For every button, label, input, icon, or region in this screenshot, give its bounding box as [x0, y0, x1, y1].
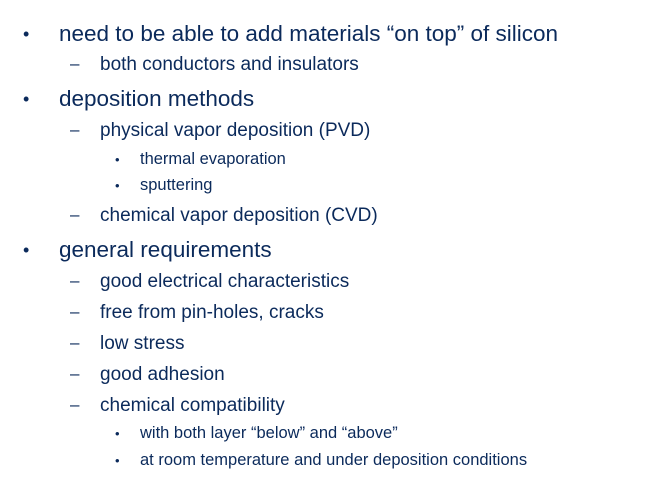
dash-marker: –: [70, 395, 80, 414]
sub-bullet-text: good adhesion: [100, 364, 225, 385]
sub-bullet-item: – chemical compatibility: [70, 395, 285, 417]
sub-sub-bullet-text: thermal evaporation: [140, 150, 286, 168]
dash-marker: –: [70, 364, 80, 383]
bullet-item: • need to be able to add materials “on t…: [23, 21, 559, 47]
sub-sub-bullet-item: • sputtering: [115, 176, 213, 195]
sub-bullet-item: – both conductors and insulators: [70, 54, 359, 76]
sub-bullet-item: – physical vapor deposition (PVD): [70, 120, 371, 142]
dash-marker: –: [70, 271, 80, 290]
bullet-marker: •: [23, 89, 30, 109]
sub-bullet-item: – good adhesion: [70, 364, 225, 386]
bullet-marker: •: [23, 24, 30, 44]
sub-bullet-text: good electrical characteristics: [100, 271, 350, 292]
bullet-text: general requirements: [59, 237, 272, 262]
sub-bullet-item: – chemical vapor deposition (CVD): [70, 205, 378, 227]
dot-marker: •: [115, 178, 120, 193]
bullet-text: need to be able to add materials “on top…: [59, 21, 559, 46]
sub-bullet-item: – free from pin-holes, cracks: [70, 302, 324, 324]
dash-marker: –: [70, 333, 80, 352]
bullet-marker: •: [23, 240, 30, 260]
sub-sub-bullet-item: • thermal evaporation: [115, 150, 286, 169]
sub-bullet-item: – good electrical characteristics: [70, 271, 350, 293]
dash-marker: –: [70, 54, 80, 73]
sub-bullet-item: – low stress: [70, 333, 185, 355]
sub-bullet-text: low stress: [100, 333, 185, 354]
sub-sub-bullet-text: with both layer “below” and “above”: [140, 424, 398, 442]
bullet-item: • deposition methods: [23, 86, 255, 112]
dash-marker: –: [70, 120, 80, 139]
bullet-text: deposition methods: [59, 86, 255, 111]
dot-marker: •: [115, 453, 120, 468]
sub-sub-bullet-item: • with both layer “below” and “above”: [115, 424, 398, 443]
sub-bullet-text: physical vapor deposition (PVD): [100, 120, 371, 141]
dash-marker: –: [70, 302, 80, 321]
sub-bullet-text: chemical compatibility: [100, 395, 285, 416]
sub-sub-bullet-item: • at room temperature and under depositi…: [115, 451, 528, 470]
dot-marker: •: [115, 426, 120, 441]
sub-bullet-text: chemical vapor deposition (CVD): [100, 205, 378, 226]
bullet-item: • general requirements: [23, 237, 272, 263]
dash-marker: –: [70, 205, 80, 224]
sub-sub-bullet-text: at room temperature and under deposition…: [140, 451, 528, 469]
sub-bullet-text: both conductors and insulators: [100, 54, 359, 75]
sub-sub-bullet-text: sputtering: [140, 176, 213, 194]
sub-bullet-text: free from pin-holes, cracks: [100, 302, 324, 323]
dot-marker: •: [115, 152, 120, 167]
